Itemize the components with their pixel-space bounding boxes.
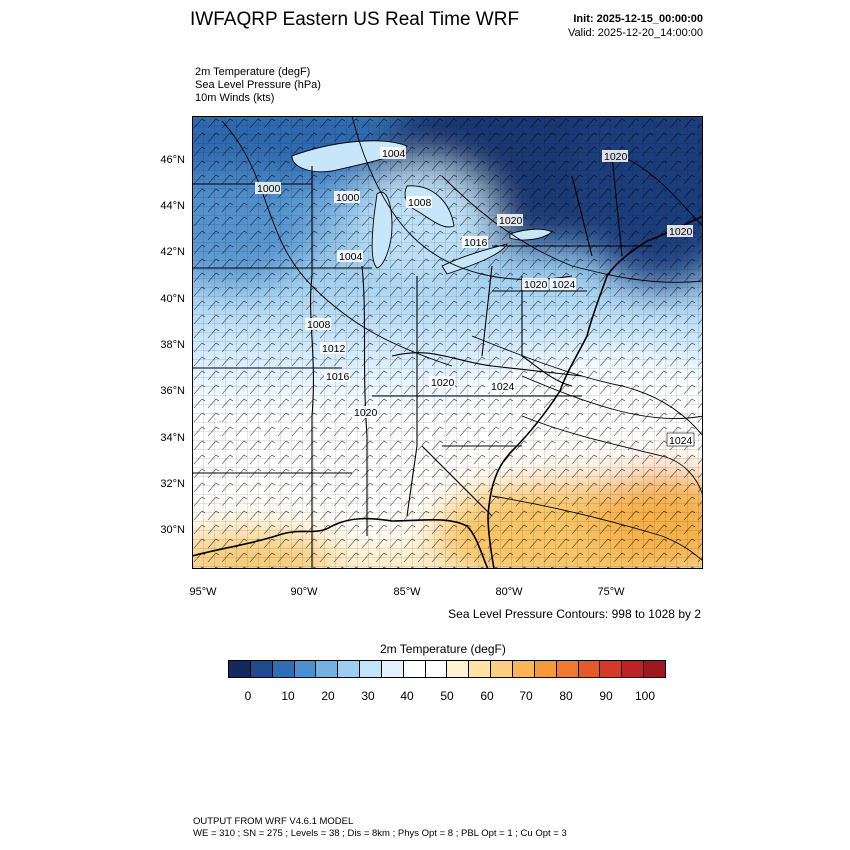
svg-text:1020: 1020 [524,279,548,291]
colorbar-tick-label: 80 [559,689,573,703]
svg-text:1004: 1004 [382,148,406,160]
colorbar-swatch [622,661,645,677]
svg-text:1016: 1016 [464,237,488,249]
lon-tick-label: 85°W [393,586,421,598]
isobar-label: 1012 [320,342,346,355]
lat-tick-label: 30°N [160,524,185,536]
gulf-coastline [192,517,489,569]
colorbar-swatch [600,661,623,677]
colorbar-swatch [381,661,404,677]
east-coastline [487,215,703,569]
svg-text:1000: 1000 [336,192,360,204]
isobar-label: 1020 [429,376,455,389]
lon-tick-label: 90°W [290,586,318,598]
colorbar-tick-label: 0 [244,689,252,703]
colorbar-swatch [272,661,295,677]
isobar-label: 1016 [324,370,350,383]
map-border [192,116,703,569]
colorbar-swatch [403,661,426,677]
colorbar-tick-label: 40 [400,689,414,703]
colorbar-swatch [512,661,535,677]
colorbar-tick-label: 50 [440,689,454,703]
lake-michigan [371,191,393,269]
isobar-label: 1024 [550,278,576,291]
lake-ontario [509,228,553,241]
isobar-label: 1020 [667,225,693,238]
plot-title: IWFAQRP Eastern US Real Time WRF [190,9,520,30]
colorbar-swatch [534,661,557,677]
model-info-line1: OUTPUT FROM WRF V4.6.1 MODEL [193,816,354,827]
field-label-pressure: Sea Level Pressure (hPa) [195,79,321,91]
svg-text:1008: 1008 [408,197,432,209]
svg-text:1016: 1016 [326,371,350,383]
colorbar-swatch [316,661,339,677]
colorbar-swatch [425,661,448,677]
colorbar-swatch [556,661,579,677]
svg-text:1020: 1020 [431,377,455,389]
svg-text:1008: 1008 [307,319,331,331]
colorbar-swatch [469,661,492,677]
lat-tick-label: 40°N [160,293,185,305]
lat-tick-label: 32°N [160,478,185,490]
colorbar-tick-label: 90 [599,689,613,703]
colorbar-swatch [360,661,382,677]
lat-tick-label: 42°N [160,246,185,258]
colorbar-swatch [338,661,361,677]
isobar-label: 1020 [602,150,628,163]
colorbar-tick-label: 10 [281,689,295,703]
valid-time: Valid: 2025-12-20_14:00:00 [568,27,703,39]
weather-map: 1004 1020 1000 1000 1008 1020 1016 1004 … [192,116,703,569]
model-info-line2: WE = 310 ; SN = 275 ; Levels = 38 ; Dis … [193,828,567,839]
lon-tick-label: 95°W [189,586,217,598]
isobar-label: 1024 [489,380,515,393]
isobar-label: 1004 [380,147,406,160]
isobar-label: 1004 [337,250,363,263]
isobar-label: 1020 [497,214,523,227]
svg-text:1020: 1020 [669,226,693,238]
lon-tick-label: 75°W [597,586,625,598]
svg-text:1004: 1004 [339,251,363,263]
isobar-label: 1024 [666,432,695,447]
lat-tick-label: 38°N [160,339,185,351]
colorbar-swatch [447,661,470,677]
lat-tick-label: 44°N [160,200,185,212]
colorbar-title: 2m Temperature (degF) [380,642,506,656]
svg-text:1024: 1024 [491,381,515,393]
lat-tick-label: 46°N [160,154,185,166]
colorbar-tick-label: 70 [519,689,533,703]
colorbar-tick-label: 60 [480,689,494,703]
colorbar-swatch [250,661,273,677]
isobar-label: 1000 [334,191,360,204]
colorbar-swatch [578,661,601,677]
svg-text:1020: 1020 [354,407,378,419]
svg-text:1012: 1012 [322,343,346,355]
isobar-label: 1016 [462,236,488,249]
slp-contour-note: Sea Level Pressure Contours: 998 to 1028… [448,607,701,621]
svg-text:1024: 1024 [552,279,576,291]
colorbar-tick-label: 20 [321,689,335,703]
isobar-label: 1008 [406,196,432,209]
colorbar-swatch [644,661,665,677]
isobar-label: 1000 [255,182,281,195]
lat-tick-label: 36°N [160,385,185,397]
svg-text:1024: 1024 [669,435,693,447]
lat-tick-label: 34°N [160,432,185,444]
isobar-label: 1020 [522,278,548,291]
temperature-colorbar [228,660,666,678]
colorbar-swatch [229,661,251,677]
field-label-temperature: 2m Temperature (degF) [195,66,311,78]
colorbar-swatch [491,661,513,677]
isobar-contours [221,116,703,562]
field-label-winds: 10m Winds (kts) [195,92,275,104]
isobar-label: 1020 [352,406,378,419]
colorbar-swatch [294,661,317,677]
svg-text:1020: 1020 [604,151,628,163]
svg-text:1020: 1020 [499,215,523,227]
svg-text:1000: 1000 [257,183,281,195]
colorbar-tick-label: 100 [634,689,656,703]
init-time: Init: 2025-12-15_00:00:00 [573,13,703,25]
isobar-label: 1008 [305,318,331,331]
lon-tick-label: 80°W [495,586,523,598]
colorbar-tick-label: 30 [361,689,375,703]
